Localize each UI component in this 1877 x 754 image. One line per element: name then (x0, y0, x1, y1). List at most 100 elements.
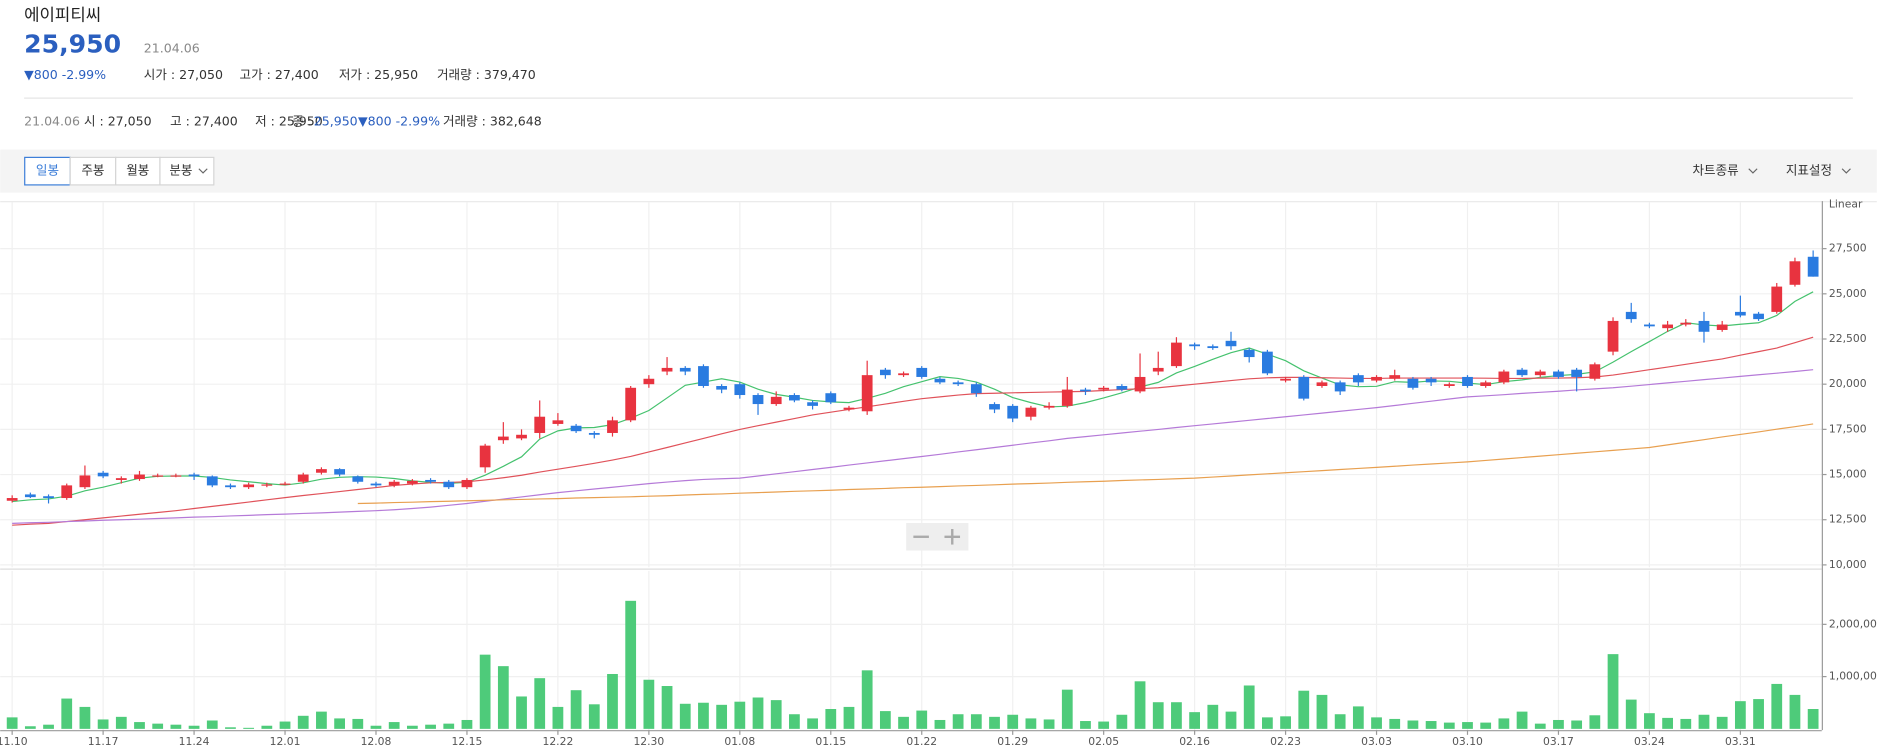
candle-body (1698, 320, 1710, 332)
y-tick-label: 12,500 (1829, 513, 1867, 526)
candle-body (1443, 384, 1455, 386)
volume-bar (1607, 654, 1619, 729)
candle-body (497, 436, 509, 441)
volume-bar (443, 723, 455, 729)
chevron (1841, 168, 1851, 174)
volume-bar (43, 724, 54, 729)
candle-body (1498, 371, 1510, 383)
candle-body (443, 481, 455, 488)
candle-body (297, 474, 309, 482)
candle-body (461, 479, 473, 488)
candle-body (534, 416, 546, 433)
candle-body (625, 387, 637, 421)
summary-item: 저 : 25,950 (255, 114, 323, 129)
candle-body (334, 469, 345, 475)
stock-price: 25,950 (24, 29, 121, 58)
y-tick-label: 15,000 (1829, 468, 1867, 481)
volume-bar (625, 600, 637, 729)
candle-body (661, 367, 673, 372)
candle-body (861, 375, 873, 412)
tab-label[interactable]: 월봉 (126, 163, 149, 178)
volume-bar (1716, 716, 1728, 729)
candle-body (388, 481, 400, 486)
candle-body (552, 420, 564, 424)
candle-body (1589, 364, 1601, 379)
tab-button[interactable] (24, 156, 71, 186)
x-tick-label: 12.01 (270, 735, 301, 748)
volume-bar (1771, 683, 1783, 729)
volume-bar (1662, 717, 1673, 729)
volume-bar (789, 714, 800, 729)
tab-label[interactable]: 일봉 (36, 163, 59, 178)
volume-bar (206, 720, 218, 729)
candle-body (97, 472, 109, 477)
x-tick-label: 01.29 (997, 735, 1028, 748)
tab-button[interactable] (69, 156, 117, 186)
candle-body (1716, 324, 1728, 330)
summary-item: 시 : 27,050 (84, 114, 152, 129)
candle-body (1371, 376, 1382, 381)
x-tick-label: 03.24 (1634, 735, 1665, 748)
tab-button[interactable] (115, 156, 161, 186)
candle-body (1152, 367, 1164, 372)
volume-bar (188, 725, 200, 729)
candle-body (1298, 376, 1310, 399)
tab-label[interactable]: 주봉 (81, 163, 104, 178)
candle-body (1098, 387, 1110, 390)
candle-body (1516, 369, 1528, 376)
toolbar (0, 149, 1877, 193)
volume-bar (716, 704, 728, 729)
volume-bar (425, 724, 436, 729)
candle-body (115, 478, 127, 480)
volume-bar (661, 686, 673, 729)
y-tick-label: 10,000 (1829, 558, 1867, 571)
candle-body (425, 479, 436, 482)
candle-body (1571, 369, 1583, 377)
menu-label[interactable]: 차트종류 (1692, 163, 1738, 178)
y-tick-label: 25,000 (1829, 287, 1867, 300)
plot: 11.10 11.17 11.24 12.01 12.08 12.15 12.22 12.30… (0, 198, 1877, 748)
volume-bar (352, 718, 364, 729)
volume-bar (225, 727, 236, 729)
candle-body (679, 367, 691, 372)
volume-bar (952, 714, 964, 729)
volume-bar (989, 716, 1000, 729)
x-tick-label: 12.08 (361, 735, 392, 748)
volume-bar (1516, 711, 1528, 729)
volume-bar (1080, 721, 1091, 729)
volume-bar (1189, 712, 1201, 729)
y-tick-label: 2,000,000 (1829, 617, 1877, 630)
menu-label[interactable]: 지표설정 (1786, 163, 1832, 178)
volume-bar (1589, 715, 1601, 729)
y-tick-label: 20,000 (1829, 377, 1867, 390)
volume-bar (1207, 704, 1219, 729)
summary-close: 25,950 (314, 114, 358, 129)
volume-bar (6, 717, 18, 729)
candle-body (1043, 405, 1055, 408)
volume-bar (1807, 709, 1819, 729)
volume-bar (1007, 714, 1019, 729)
candle-body (1807, 256, 1819, 277)
volume-bar (607, 673, 618, 729)
moving-average (357, 423, 1814, 505)
volume-bar (516, 696, 527, 729)
volume-bar (297, 715, 309, 729)
volume-bar (115, 716, 127, 729)
candle-body (516, 434, 527, 439)
volume-bar (534, 678, 546, 729)
volume-bar (388, 722, 400, 729)
x-tick-label: 03.31 (1725, 735, 1756, 748)
candle-body (1625, 311, 1637, 320)
candle-body (698, 366, 709, 386)
volume-bar (1425, 721, 1437, 729)
volume-bar (1334, 714, 1346, 729)
volume-bar (861, 670, 873, 729)
volume-bar (552, 706, 564, 729)
candle-body (352, 476, 364, 482)
candle-body (1189, 344, 1201, 347)
candle-body (6, 498, 18, 501)
tab-label[interactable]: 분봉 (169, 163, 192, 178)
candle-body (1080, 389, 1091, 392)
candle-body (79, 475, 91, 488)
volume-bar (1625, 699, 1637, 729)
